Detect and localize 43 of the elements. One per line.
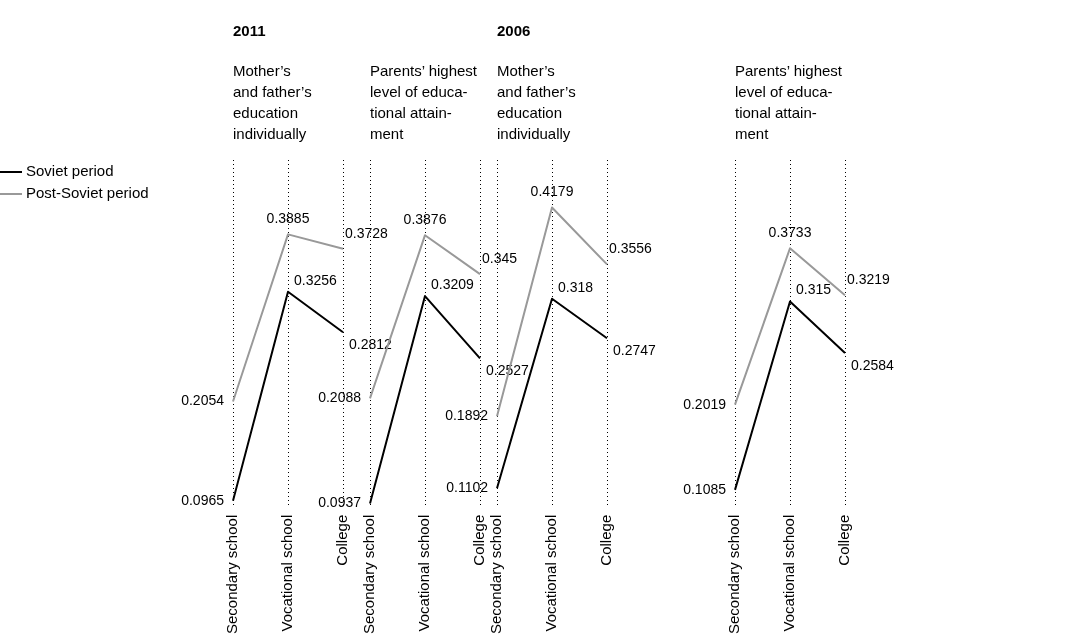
legend-label: Soviet period bbox=[26, 162, 114, 179]
x-tick-label: College bbox=[333, 514, 351, 566]
data-label: 0.3876 bbox=[403, 211, 447, 228]
data-label: 0.315 bbox=[796, 281, 832, 298]
x-tick-label: Secondary school bbox=[360, 514, 378, 635]
data-label: 0.2019 bbox=[683, 395, 727, 412]
data-label: 0.0965 bbox=[181, 491, 225, 508]
data-label: 0.2584 bbox=[851, 356, 895, 373]
data-label: 0.3733 bbox=[768, 224, 812, 241]
x-tick-label: Vocational school bbox=[780, 514, 798, 632]
chart-subtitle: Mother’s and father’s education individually bbox=[233, 62, 312, 142]
data-label: 0.3256 bbox=[294, 271, 338, 288]
data-label: 0.2747 bbox=[613, 342, 657, 359]
chart-subtitle: Parents’ highest level of educa- tional attain- ment bbox=[370, 62, 478, 142]
data-label: 0.3209 bbox=[431, 275, 475, 292]
data-label: 0.0937 bbox=[318, 494, 362, 511]
data-label: 0.4179 bbox=[530, 183, 574, 200]
data-label: 0.2088 bbox=[318, 389, 362, 406]
data-label: 0.3219 bbox=[847, 271, 891, 288]
chart-subtitle: Mother’s and father’s education individually bbox=[497, 61, 577, 144]
data-label: 0.318 bbox=[558, 278, 594, 295]
x-tick-label: College bbox=[597, 514, 615, 566]
x-tick-label: College bbox=[835, 514, 853, 566]
data-label: 0.2054 bbox=[181, 392, 225, 409]
x-tick-label: Vocational school bbox=[278, 514, 296, 632]
data-label: 0.3728 bbox=[345, 224, 389, 241]
data-label: 0.2527 bbox=[486, 362, 530, 379]
x-tick-label: Secondary school bbox=[487, 514, 505, 635]
data-label: 0.1085 bbox=[683, 480, 727, 497]
chart-title: 2011 bbox=[233, 22, 266, 39]
x-tick-label: College bbox=[470, 514, 488, 566]
chart-title: 2006 bbox=[497, 22, 531, 39]
legend-label: Post-Soviet period bbox=[26, 184, 149, 201]
x-tick-label: Vocational school bbox=[542, 514, 560, 632]
data-label: 0.1102 bbox=[446, 479, 489, 496]
x-tick-label: Vocational school bbox=[415, 514, 433, 632]
x-tick-label: Secondary school bbox=[725, 514, 743, 635]
chart-subtitle: Parents’ highest level of educa- tional attain- ment bbox=[735, 61, 843, 144]
data-label: 0.1892 bbox=[445, 407, 489, 424]
data-label: 0.3885 bbox=[266, 210, 310, 227]
data-label: 0.345 bbox=[482, 249, 518, 266]
data-label: 0.3556 bbox=[609, 240, 653, 257]
x-tick-label: Secondary school bbox=[223, 514, 241, 635]
